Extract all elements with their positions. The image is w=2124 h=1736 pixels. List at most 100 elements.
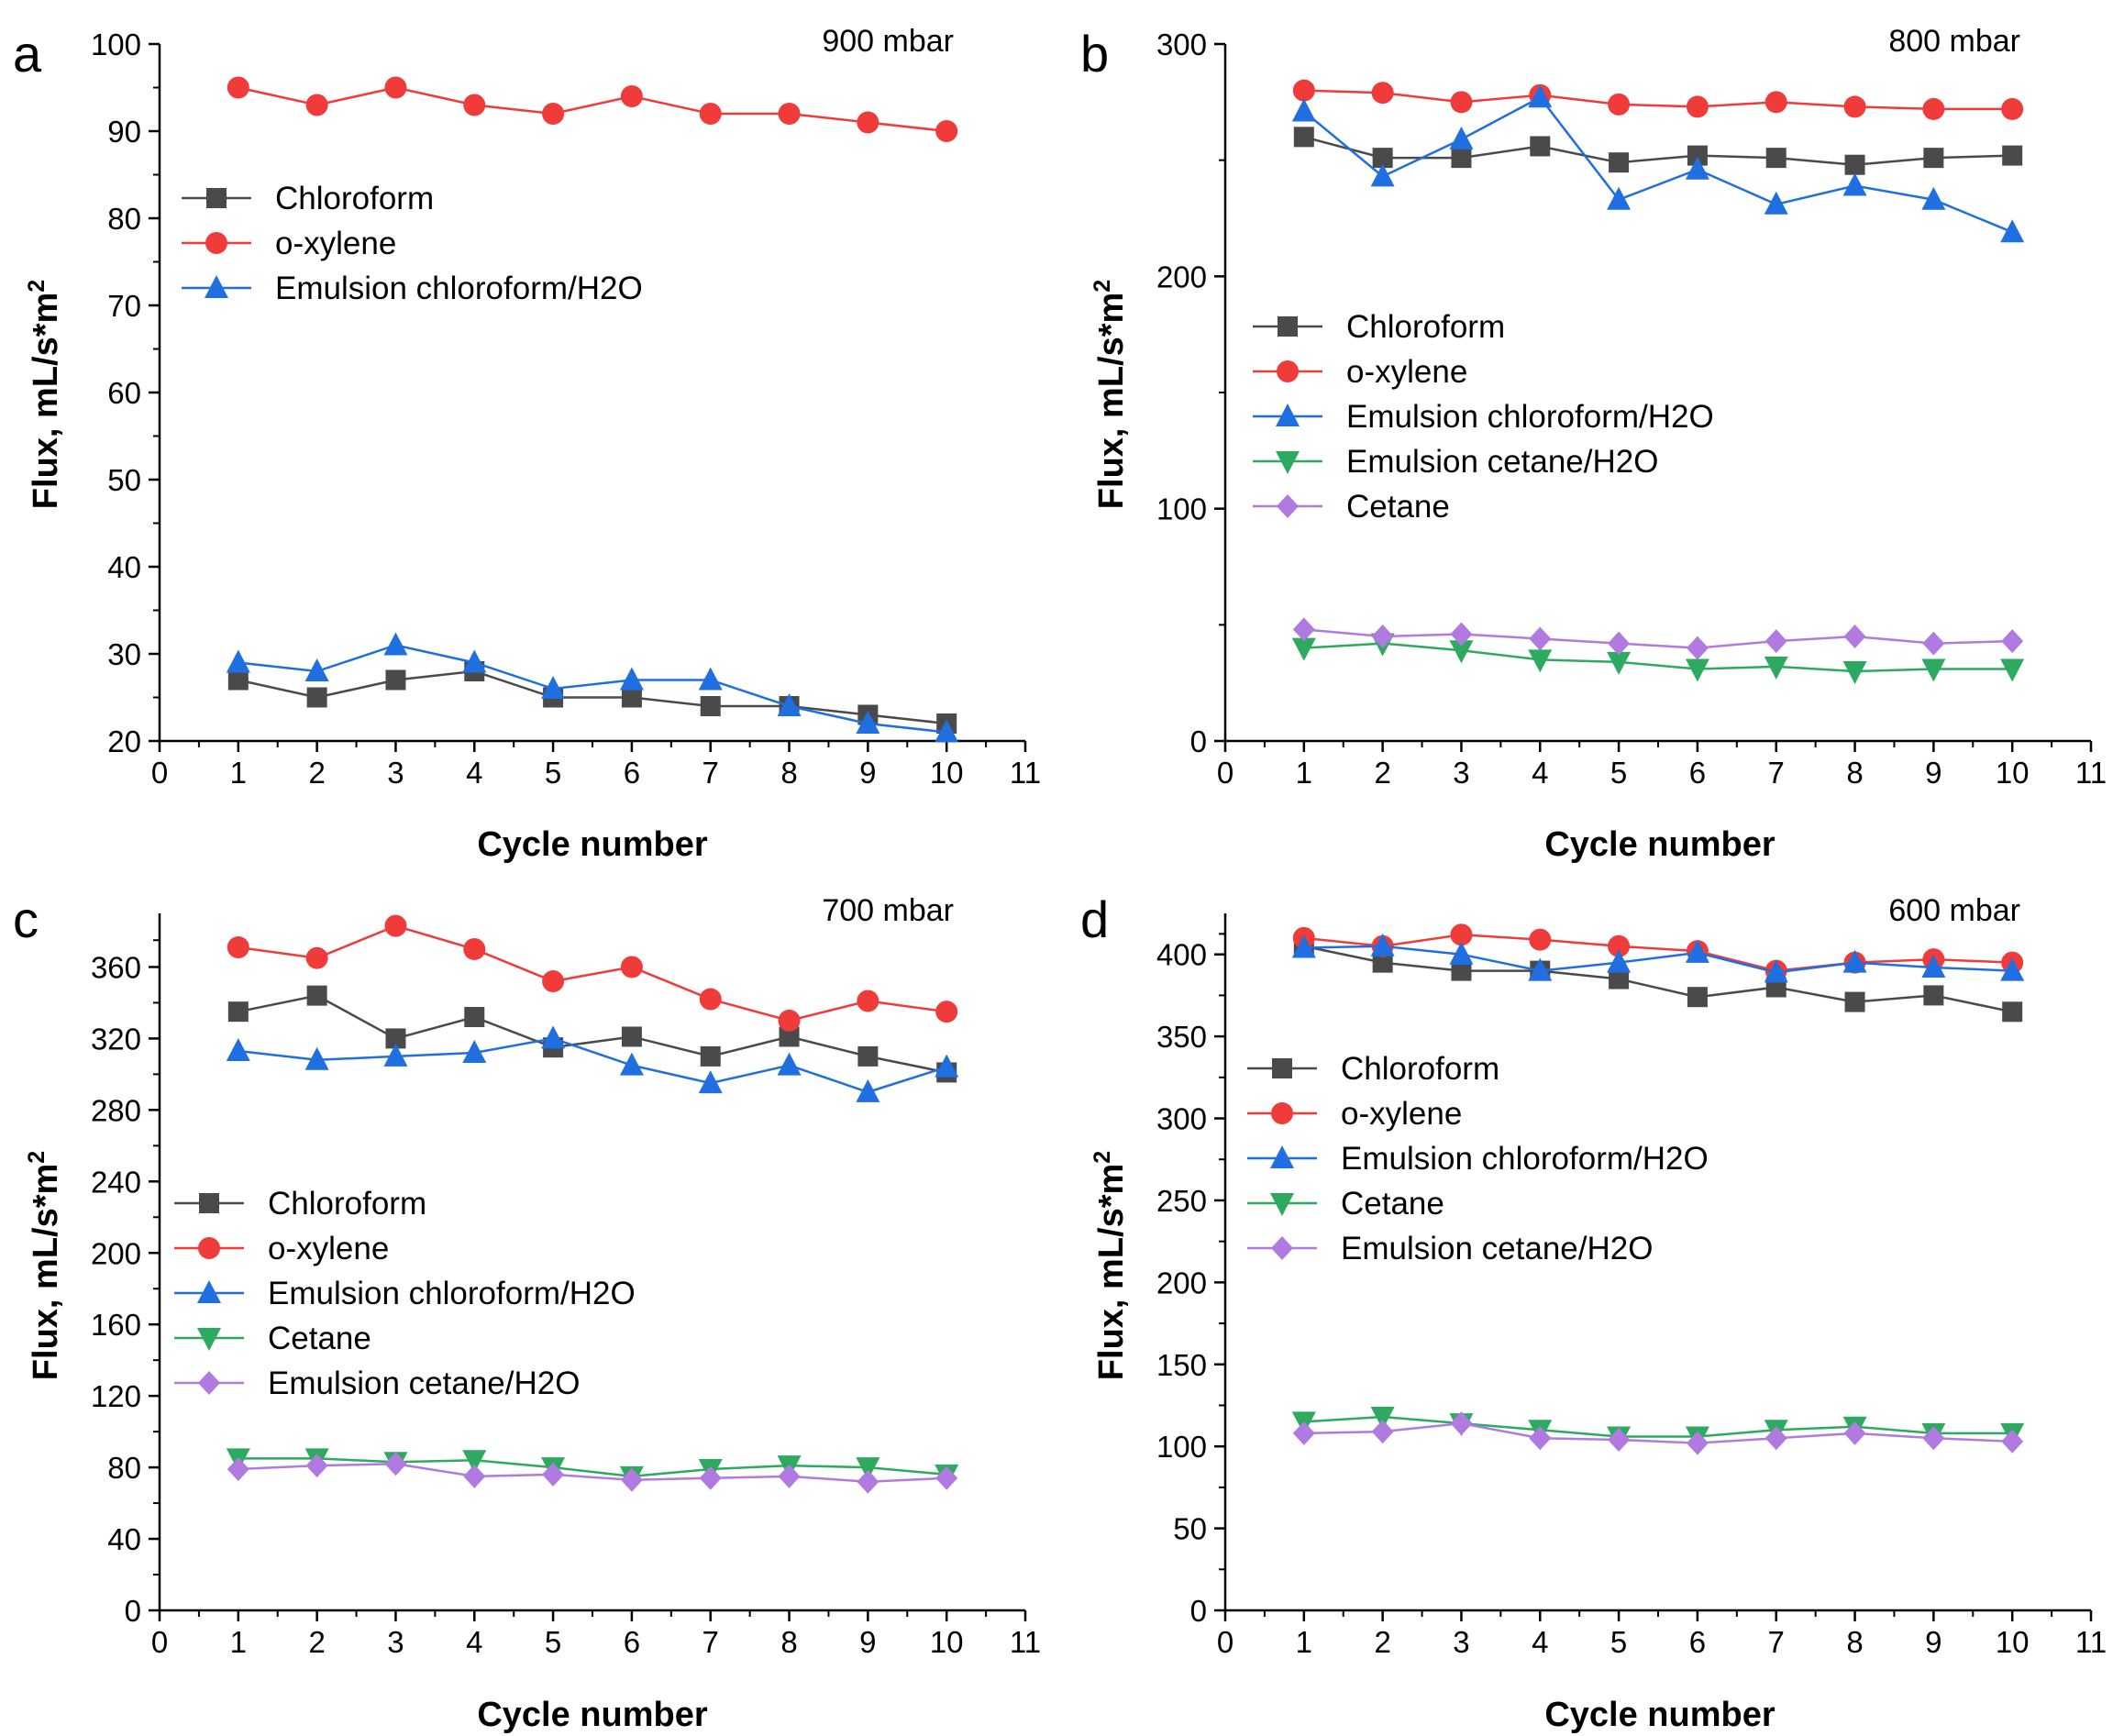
panel-c-legend-entry: Chloroform: [174, 1186, 426, 1222]
panel-d-series-chloroform-point: [1923, 985, 1944, 1006]
panel-c-x-axis-label: Cycle number: [477, 1696, 708, 1734]
panel-d-series-emulsion-chloroform-h2o-point: [1764, 959, 1788, 983]
panel-b-y-axis-label-sup: 2: [1090, 280, 1115, 293]
panel-c-x-tick-label: 3: [387, 1625, 404, 1659]
panel-b-series-chloroform-point: [1293, 127, 1314, 148]
panel-a-y-tick-label: 50: [107, 463, 141, 497]
panel-c-series-o-xylene-line: [238, 924, 947, 1023]
panel-a-series-emulsion-chloroform-h2o-line: [238, 644, 947, 734]
panel-c-series-chloroform-line: [238, 994, 947, 1074]
panel-d-y-tick-label: 150: [1156, 1348, 1207, 1382]
panel-b-series-emulsion-chloroform-h2o-point: [1685, 156, 1709, 180]
panel-a-series-o-xylene-point: [305, 94, 328, 116]
panel-d-plot-area: [1291, 923, 2025, 1455]
panel-b-y-axis-label: Flux, mL/s*m2: [1090, 280, 1131, 509]
panel-a-series-emulsion-chloroform-h2o-point: [304, 658, 329, 681]
panel-d-series-emulsion-chloroform-h2o-point: [1842, 949, 1867, 973]
panel-c-series-emulsion-chloroform-h2o-point: [777, 1052, 802, 1076]
panel-a-series-emulsion-chloroform-h2o-point: [935, 719, 959, 743]
panel-a-y-axis-label: Flux, mL/s*m2: [24, 280, 65, 509]
panel-b-series-o-xylene-point: [1608, 93, 1631, 116]
panel-b-series-cetane-point: [1922, 631, 1945, 656]
panel-a-series-emulsion-chloroform-h2o-point: [856, 711, 880, 734]
panel-d-series-cetane-line: [1303, 1415, 2013, 1438]
panel-d-x-tick-label: 6: [1689, 1625, 1706, 1659]
panel-d-legend-label: Emulsion cetane/H2O: [1341, 1231, 1653, 1266]
panel-a-legend-marker: [206, 188, 227, 208]
panel-a-y-tick-label: 60: [107, 376, 141, 410]
panel-b-series-o-xylene-point: [1292, 79, 1315, 102]
panel-c-series-chloroform-point: [385, 1028, 406, 1049]
panel-d-legend-marker: [1271, 1236, 1293, 1260]
panel-c-series-emulsion-chloroform-h2o-point: [383, 1043, 408, 1067]
panel-c-x-tick-label: 11: [1010, 1625, 1041, 1659]
panel-b-series-emulsion-chloroform-h2o-point: [1370, 163, 1395, 187]
panel-d-y-tick-label: 300: [1156, 1102, 1207, 1136]
panel-a-x-tick-label: 9: [859, 756, 876, 790]
panel-b-legend-label: Chloroform: [1346, 309, 1505, 345]
panel-b-series-chloroform-point: [1844, 154, 1865, 175]
panel-c-y-tick-label: 40: [107, 1522, 141, 1556]
panel-b-y-tick-label: 0: [1190, 724, 1207, 758]
panel-b-series-emulsion-chloroform-h2o-point: [2000, 219, 2025, 243]
panel-b-series-emulsion-chloroform-h2o-point: [1528, 84, 1553, 108]
panel-d-x-tick-label: 2: [1374, 1625, 1390, 1659]
panel-d-legend-entry: Emulsion chloroform/H2O: [1247, 1141, 1709, 1177]
panel-d-legend-label: o-xylene: [1341, 1096, 1462, 1132]
panel-a-y-tick-label: 90: [107, 115, 141, 149]
panel-b-series-emulsion-cetane-h2o-point: [1764, 656, 1788, 680]
panel-a-y-tick-label: 70: [107, 289, 141, 323]
panel-a-y-tick-label: 30: [107, 637, 141, 671]
panel-d-series-emulsion-cetane-h2o-point: [1450, 1411, 1473, 1436]
panel-d-series-chloroform-point: [1609, 968, 1630, 990]
panel-a-series-emulsion-chloroform-h2o-point: [698, 667, 723, 691]
panel-c-series-emulsion-cetane-h2o-point: [463, 1464, 486, 1488]
panel-d-series-chloroform-point: [1451, 960, 1472, 981]
panel-a-series-o-xylene-point: [857, 111, 879, 134]
panel-a-series-emulsion-chloroform-h2o-point: [462, 649, 487, 673]
panel-d-series-emulsion-cetane-h2o-point: [1608, 1428, 1631, 1453]
panel-b-y-tick-label: 200: [1156, 260, 1207, 293]
panel-b-series-cetane: [1292, 617, 2024, 660]
panel-b-series-cetane-point: [1843, 625, 1866, 648]
panel-c-series-o-xylene-point: [227, 936, 249, 959]
panel-a-series-chloroform-point: [306, 687, 327, 708]
panel-d-x-tick-label: 1: [1296, 1625, 1312, 1659]
panel-b-x-tick-label: 6: [1689, 756, 1706, 790]
panel-a-legend: Chloroform o-xylene Emulsion chloroform/H2…: [182, 181, 643, 306]
panel-b-series-chloroform-point: [1923, 148, 1944, 169]
panel-b-x-tick-label: 3: [1453, 756, 1469, 790]
panel-d-legend-entry: Emulsion cetane/H2O: [1247, 1231, 1653, 1266]
panel-b-series-emulsion-chloroform-h2o-line: [1303, 95, 2013, 234]
panel-b-y-axis-label-base: Flux, mL/s*m: [1092, 293, 1131, 510]
panel-b-series-emulsion-cetane-h2o-point: [2000, 658, 2025, 682]
panel-d-series-chloroform-point: [1372, 952, 1393, 973]
panel-d-series-emulsion-chloroform-h2o-point: [1528, 957, 1553, 981]
panel-b-series-chloroform: [1293, 127, 2023, 175]
panel-a-series-o-xylene: [227, 76, 958, 142]
panel-c-x-tick-label: 0: [151, 1625, 168, 1659]
panel-b-series-o-xylene-point: [1371, 82, 1394, 105]
panel-b-legend-marker: [1277, 494, 1299, 518]
panel-c-series-emulsion-chloroform-h2o-point: [856, 1078, 880, 1102]
panel-c-series-emulsion-chloroform-h2o-point: [462, 1040, 487, 1063]
panel-d-series-emulsion-chloroform-h2o-point: [1449, 941, 1474, 965]
panel-d: d 600 mbar 0 1 2 3 4 5 6 7 8 9 10 11 0 50 100 150 200 250…: [1080, 890, 2107, 1734]
panel-a-x-tick-label: 8: [780, 756, 797, 790]
panel-a-x-tick-label: 3: [387, 756, 404, 790]
panel-a-series-chloroform-point: [621, 687, 642, 708]
panel-c-series-o-xylene-point: [857, 990, 879, 1012]
panel-c-series-emulsion-chloroform-h2o-point: [698, 1070, 723, 1094]
panel-a-series-o-xylene-point: [699, 103, 722, 125]
panel-c-series-o-xylene-point: [935, 1001, 958, 1023]
panel-c-series-chloroform-point: [464, 1007, 485, 1028]
panel-a-y-tick-label: 20: [107, 724, 141, 758]
panel-b-series-emulsion-cetane-h2o-point: [1842, 661, 1867, 684]
panel-b-series-emulsion-chloroform-h2o-point: [1607, 186, 1632, 210]
panel-a-series-emulsion-chloroform-h2o-point: [383, 632, 408, 656]
panel-c-legend-marker: [199, 1193, 219, 1213]
panel-c-legend-entry: Cetane: [174, 1321, 371, 1356]
panel-c-y-tick-label: 80: [107, 1451, 141, 1485]
panel-b-series-cetane-point: [2001, 629, 2024, 654]
panel-c-series-emulsion-chloroform-h2o: [226, 1025, 959, 1102]
